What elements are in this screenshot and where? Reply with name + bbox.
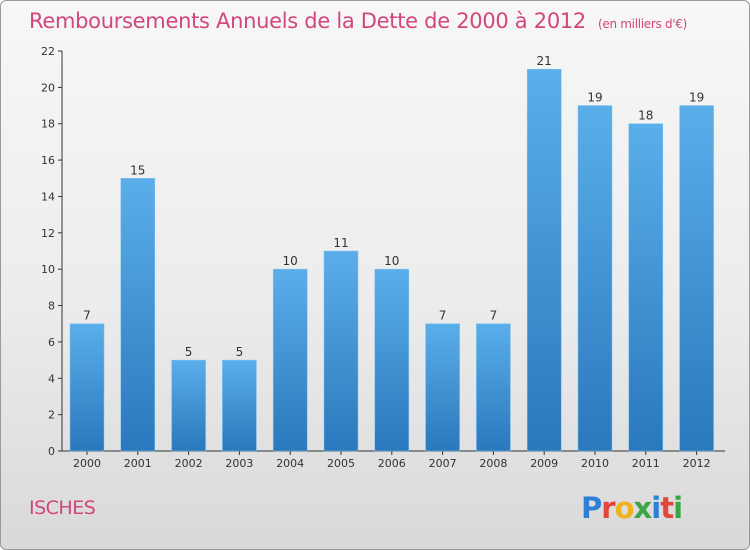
logo-letter: o bbox=[614, 491, 635, 525]
x-tick-label: 2011 bbox=[632, 457, 660, 470]
bar bbox=[222, 359, 257, 452]
bar bbox=[476, 323, 511, 452]
x-tick-label: 2008 bbox=[479, 457, 507, 470]
bar bbox=[425, 323, 460, 452]
proxiti-logo: Proxiti bbox=[581, 491, 683, 525]
y-tick-label: 8 bbox=[48, 300, 55, 313]
chart-axes: 0 2 4 6 8 10 12 14 16 18 20 22 2000 2001 2002 2003 2004 2… bbox=[41, 45, 725, 470]
town-name: ISCHES bbox=[29, 497, 96, 519]
x-tick-label: 2003 bbox=[225, 457, 253, 470]
bar bbox=[323, 250, 359, 452]
bar-value-label: 7 bbox=[83, 309, 91, 323]
chart-title-text: Remboursements Annuels de la Dette de 20… bbox=[29, 9, 586, 33]
bar-value-label: 10 bbox=[384, 254, 399, 268]
y-tick-label: 4 bbox=[48, 372, 55, 385]
logo-letter: t bbox=[660, 491, 674, 525]
bar-value-label: 7 bbox=[490, 309, 498, 323]
y-tick-label: 22 bbox=[41, 45, 55, 58]
chart-bars: 7 15 5 5 10 11 10 7 7 21 19 18 19 bbox=[69, 54, 714, 452]
bar-value-label: 11 bbox=[333, 236, 348, 250]
x-tick-label: 2001 bbox=[124, 457, 152, 470]
logo-letter: P bbox=[581, 491, 602, 525]
bar bbox=[171, 359, 206, 452]
x-tick-label: 2007 bbox=[429, 457, 457, 470]
y-tick-label: 6 bbox=[48, 336, 55, 349]
x-tick-label: 2000 bbox=[73, 457, 101, 470]
y-tick-label: 0 bbox=[48, 445, 55, 458]
y-tick-label: 16 bbox=[41, 154, 55, 167]
bar bbox=[374, 268, 410, 452]
x-tick-label: 2005 bbox=[327, 457, 355, 470]
bar-value-label: 21 bbox=[537, 54, 552, 68]
logo-letter: i bbox=[651, 491, 661, 525]
bar bbox=[679, 105, 714, 452]
x-tick-label: 2010 bbox=[581, 457, 609, 470]
x-tick-label: 2006 bbox=[378, 457, 406, 470]
y-tick-label: 10 bbox=[41, 263, 55, 276]
bar-value-label: 19 bbox=[689, 91, 704, 105]
bar-value-label: 15 bbox=[130, 163, 145, 177]
chart-title: Remboursements Annuels de la Dette de 20… bbox=[29, 9, 687, 33]
y-tick-label: 12 bbox=[41, 227, 55, 240]
bar-value-label: 19 bbox=[587, 91, 602, 105]
bar bbox=[628, 123, 664, 452]
y-tick-label: 14 bbox=[41, 190, 55, 203]
bar bbox=[69, 323, 105, 452]
x-tick-label: 2004 bbox=[276, 457, 304, 470]
bar-value-label: 5 bbox=[185, 345, 193, 359]
bar-value-label: 7 bbox=[439, 309, 447, 323]
bar-value-label: 10 bbox=[283, 254, 298, 268]
y-tick-label: 18 bbox=[41, 118, 55, 131]
logo-letter: x bbox=[633, 491, 653, 525]
logo-letter: i bbox=[673, 491, 683, 525]
chart-unit: (en milliers d'€) bbox=[598, 17, 688, 31]
bar bbox=[577, 105, 613, 452]
x-tick-label: 2009 bbox=[530, 457, 558, 470]
logo-letter: r bbox=[601, 491, 615, 525]
bar bbox=[526, 68, 562, 452]
x-tick-label: 2002 bbox=[175, 457, 203, 470]
x-tick-label: 2012 bbox=[683, 457, 711, 470]
bar bbox=[120, 178, 156, 452]
bar-value-label: 5 bbox=[236, 345, 244, 359]
bar bbox=[272, 268, 308, 452]
bar-value-label: 18 bbox=[638, 109, 653, 123]
y-tick-label: 2 bbox=[48, 409, 55, 422]
y-tick-label: 20 bbox=[41, 81, 55, 94]
